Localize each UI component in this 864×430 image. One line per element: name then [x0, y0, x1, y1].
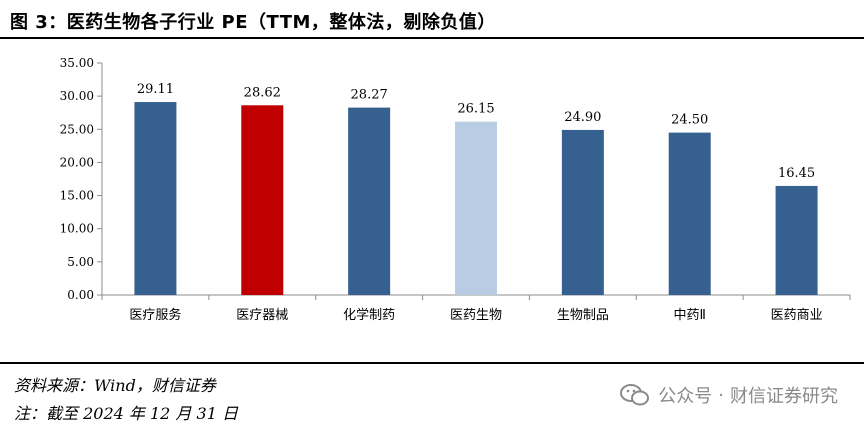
data-label: 16.45	[778, 166, 815, 181]
bottom-rule	[0, 362, 864, 364]
watermark-separator: ·	[718, 384, 724, 406]
watermark-platform: 公众号	[658, 386, 713, 407]
y-tick-label: 25.00	[60, 122, 94, 136]
y-tick-label: 15.00	[60, 189, 94, 203]
y-tick-label: 30.00	[60, 89, 94, 103]
y-tick-label: 20.00	[60, 155, 94, 169]
bar	[241, 105, 284, 295]
top-rule	[0, 37, 864, 39]
bar	[561, 129, 604, 295]
x-tick-label: 化学制药	[343, 307, 395, 323]
bar-chart: 0.00 5.00 10.00 15.00 20.00 25.00 30.00 35.00 29…	[60, 56, 851, 323]
wechat-icon	[620, 384, 650, 406]
x-tick-label: 生物制品	[557, 308, 609, 323]
bar	[775, 185, 818, 295]
x-tick-label: 中药Ⅱ	[674, 308, 706, 323]
x-tick-label: 医疗器械	[236, 308, 288, 323]
x-tick-label: 医疗服务	[129, 307, 181, 323]
bar	[134, 102, 177, 295]
bar	[668, 132, 711, 295]
data-label: 26.15	[457, 102, 494, 117]
data-label: 28.62	[244, 85, 281, 100]
source-text: 资料来源：Wind，财信证券	[14, 376, 216, 395]
y-tick-label: 35.00	[60, 56, 94, 70]
data-label: 29.11	[137, 82, 174, 97]
watermark-account: 财信证券研究	[730, 386, 838, 407]
data-label: 28.27	[351, 88, 388, 103]
note-text: 注：截至 2024 年 12 月 31 日	[14, 404, 238, 423]
x-tick-label: 医药生物	[450, 308, 502, 323]
y-tick-label: 5.00	[67, 255, 94, 269]
x-tick-label: 医药商业	[771, 308, 823, 323]
bar	[455, 121, 497, 295]
data-label: 24.50	[671, 113, 708, 128]
y-tick-label: 10.00	[60, 222, 94, 236]
data-label: 24.90	[564, 110, 601, 125]
watermark: 公众号 · 财信证券研究	[620, 382, 838, 408]
figure-title: 图 3：医药生物各子行业 PE（TTM，整体法，剔除负值）	[10, 12, 496, 33]
bar	[348, 107, 391, 295]
y-tick-label: 0.00	[67, 288, 94, 302]
